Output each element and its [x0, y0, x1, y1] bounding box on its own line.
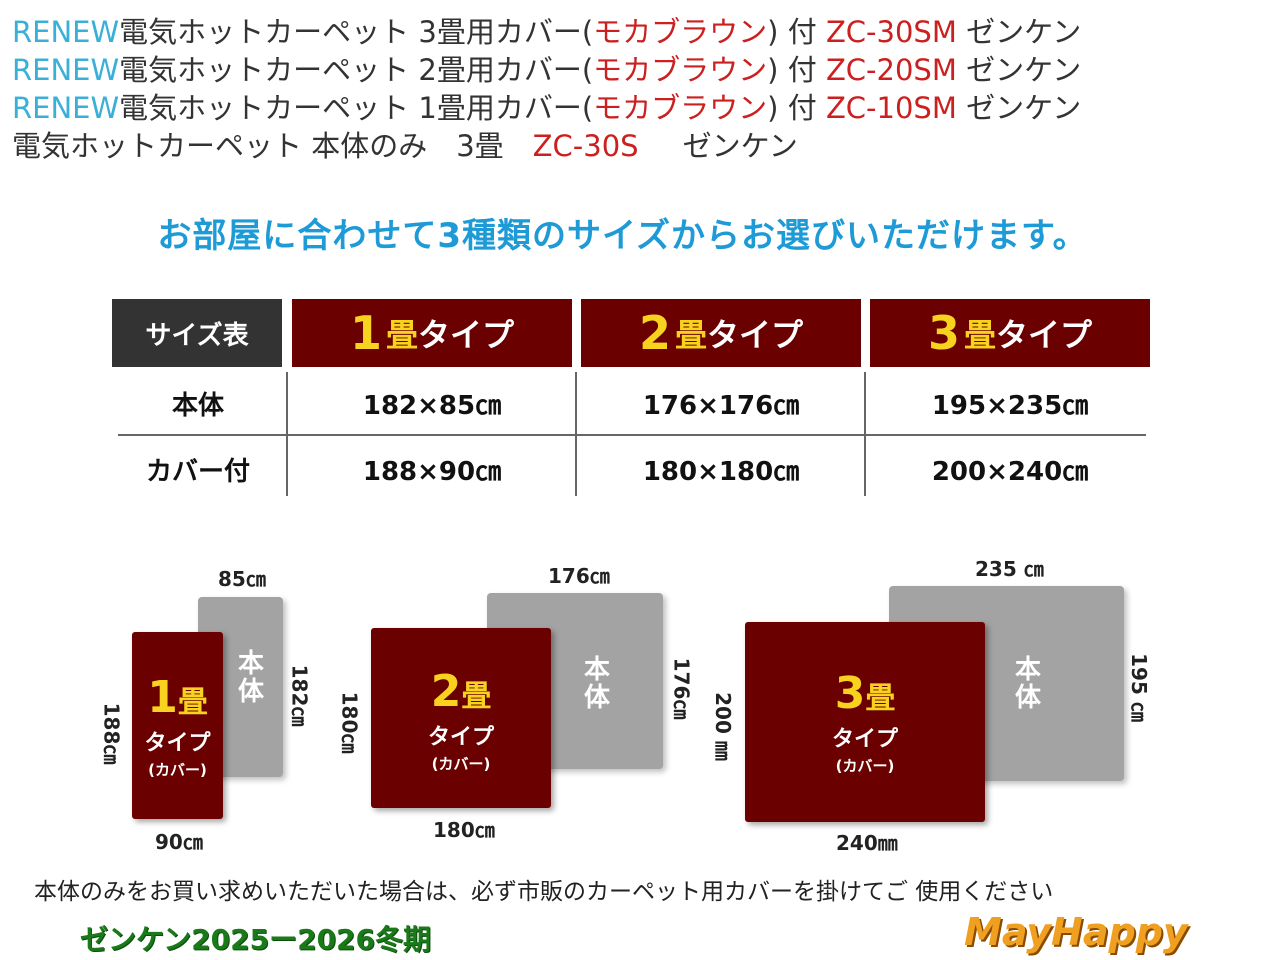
size-table-corner: サイズ表	[112, 299, 282, 367]
product-line-body: 電気ホットカーペット 本体のみ 3畳 ZC-30S ゼンケン	[12, 129, 798, 163]
dim-body-height: 195 ㎝	[1126, 653, 1151, 722]
subtitle: お部屋に合わせて3種類のサイズからお選びいただけます。	[157, 216, 1088, 256]
cover-label-1jo: 1畳 タイプ (カバー)	[144, 672, 211, 779]
cover-rect-2jo	[371, 628, 551, 808]
dim-body-width: 85㎝	[218, 567, 266, 591]
column-header-2jo: 2 畳タイプ	[581, 299, 861, 367]
model-number: ZC-20SM	[825, 53, 957, 87]
row-label-cover: カバー付	[145, 456, 250, 487]
product-line-2: RENEW電気ホットカーペット 2畳用カバー(モカブラウン) 付 ZC-20SM…	[12, 53, 1082, 87]
dim-cover-width: 90㎝	[155, 830, 203, 854]
column-header-3jo: 3 畳タイプ	[870, 299, 1150, 367]
table-cell: 200×240㎝	[931, 456, 1089, 487]
dim-body-height: 176㎝	[669, 657, 694, 720]
model-number: ZC-10SM	[825, 91, 957, 125]
table-cell: 195×235㎝	[931, 390, 1089, 421]
cover-label-3jo: 3畳 タイプ (カバー)	[831, 668, 898, 775]
model-number: ZC-30SM	[825, 15, 957, 49]
table-cell: 180×180㎝	[642, 456, 800, 487]
usage-note: 本体のみをお買い求めいただいた場合は、必ず市販のカーペット用カバーを掛けてご 使…	[34, 879, 1054, 905]
dim-cover-height: 180㎝	[337, 691, 362, 754]
dim-cover-width: 180㎝	[433, 818, 495, 842]
body-label: 本体	[237, 649, 264, 707]
table-cell: 182×85㎝	[362, 390, 502, 421]
row-label-body: 本体	[171, 390, 224, 421]
dim-body-width: 235 ㎝	[975, 557, 1044, 581]
dim-body-height: 182㎝	[287, 664, 312, 727]
brand-text: RENEW	[12, 91, 120, 125]
dim-cover-height: 200 ㎜	[710, 692, 735, 761]
product-line-1: RENEW電気ホットカーペット 3畳用カバー(モカブラウン) 付 ZC-30SM…	[12, 15, 1082, 49]
brand-logo: MayHappy	[964, 910, 1188, 954]
column-header-1jo: 1 畳タイプ	[292, 299, 572, 367]
brand-text: RENEW	[12, 15, 120, 49]
table-cell: 188×90㎝	[362, 456, 502, 487]
dim-cover-height: 188㎝	[99, 702, 124, 765]
table-cell: 176×176㎝	[642, 390, 800, 421]
cover-rect-1jo	[132, 632, 223, 819]
season-label: ゼンケン2025ー2026冬期	[80, 923, 432, 956]
product-line-3: RENEW電気ホットカーペット 1畳用カバー(モカブラウン) 付 ZC-10SM…	[12, 91, 1082, 125]
model-number: ZC-30S	[532, 129, 639, 163]
table-row-divider	[118, 434, 1146, 436]
body-label: 本体	[583, 655, 610, 713]
cover-rect-3jo	[745, 622, 985, 822]
cover-label-2jo: 2畳 タイプ (カバー)	[427, 666, 494, 773]
dim-cover-width: 240㎜	[836, 831, 898, 855]
brand-text: RENEW	[12, 53, 120, 87]
body-label: 本体	[1014, 655, 1041, 713]
dim-body-width: 176㎝	[548, 564, 610, 588]
